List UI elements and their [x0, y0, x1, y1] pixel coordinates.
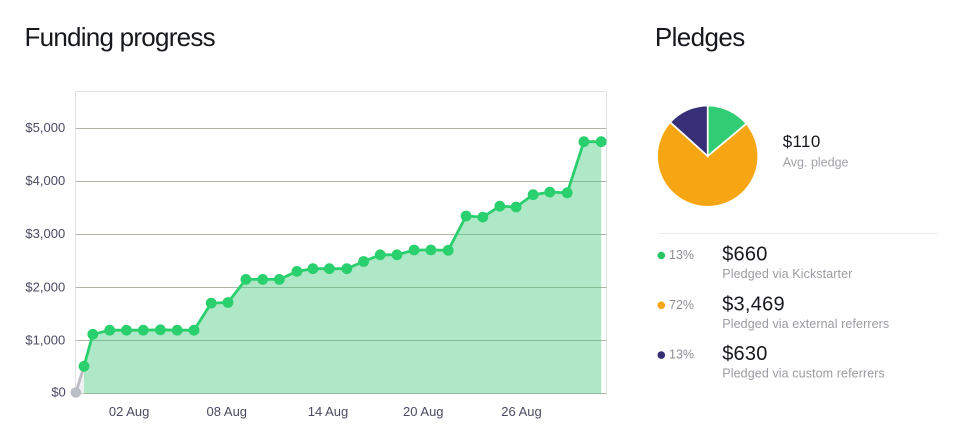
svg-text:Funding progress: Funding progress — [25, 22, 216, 52]
svg-text:20 Aug: 20 Aug — [403, 404, 444, 419]
svg-text:13%: 13% — [669, 248, 694, 262]
svg-text:$630: $630 — [722, 343, 768, 365]
svg-text:$2,000: $2,000 — [25, 279, 65, 294]
svg-text:$110: $110 — [783, 132, 821, 151]
svg-text:$3,000: $3,000 — [25, 226, 65, 241]
svg-text:$3,469: $3,469 — [722, 293, 785, 315]
svg-text:72%: 72% — [669, 298, 694, 312]
svg-text:08 Aug: 08 Aug — [207, 404, 248, 419]
svg-text:26 Aug: 26 Aug — [501, 404, 542, 419]
svg-text:Pledged via Kickstarter: Pledged via Kickstarter — [722, 267, 852, 281]
svg-text:$660: $660 — [722, 244, 768, 266]
svg-text:$4,000: $4,000 — [25, 173, 65, 188]
svg-text:$0: $0 — [51, 385, 65, 400]
svg-text:02 Aug: 02 Aug — [109, 404, 150, 419]
svg-text:13%: 13% — [669, 348, 694, 362]
svg-text:$5,000: $5,000 — [25, 120, 65, 135]
svg-text:Avg. pledge: Avg. pledge — [783, 156, 849, 170]
svg-text:14 Aug: 14 Aug — [308, 404, 349, 419]
svg-text:Pledged via custom referrers: Pledged via custom referrers — [722, 367, 885, 381]
svg-text:Pledged via external referrers: Pledged via external referrers — [722, 317, 889, 331]
svg-text:$1,000: $1,000 — [25, 332, 65, 347]
svg-text:Pledges: Pledges — [655, 22, 745, 52]
